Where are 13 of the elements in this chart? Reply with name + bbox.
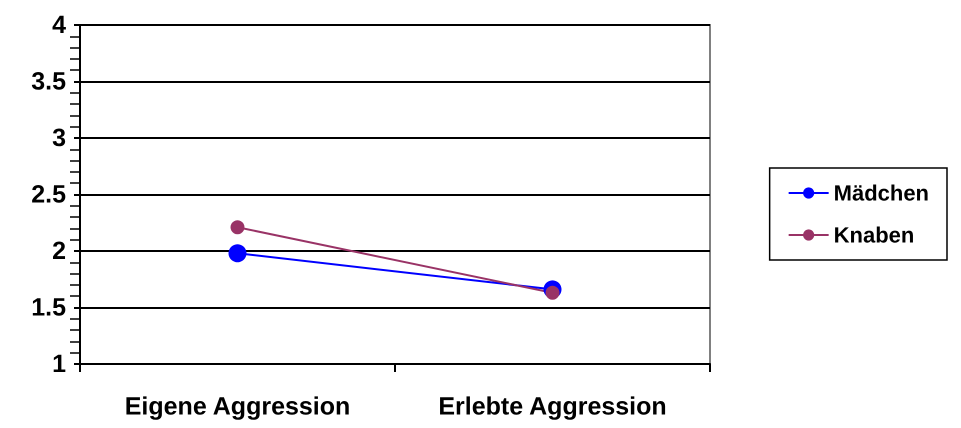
point <box>228 244 246 262</box>
y-tick-label: 2 <box>52 237 66 265</box>
legend-label: Mädchen <box>834 180 930 206</box>
y-tick-label: 1.5 <box>31 294 66 322</box>
legend-label: Knaben <box>834 222 914 248</box>
y-tick-label: 3 <box>52 124 66 152</box>
y-tick-label: 2.5 <box>31 180 66 208</box>
x-tick-label: Erlebte Aggression <box>438 392 667 420</box>
y-tick-label: 3.5 <box>31 68 66 96</box>
x-tick-label: Eigene Aggression <box>124 392 350 420</box>
y-tick-label: 4 <box>52 11 66 39</box>
y-tick-label: 1 <box>52 350 66 378</box>
point <box>230 220 244 234</box>
